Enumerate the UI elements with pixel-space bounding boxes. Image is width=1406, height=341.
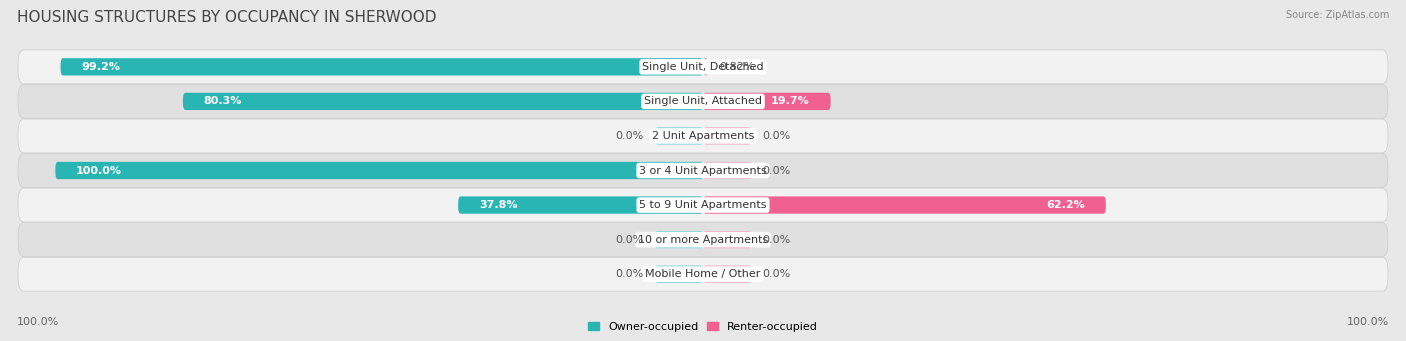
Text: 37.8%: 37.8%	[479, 200, 517, 210]
FancyBboxPatch shape	[18, 257, 1388, 291]
Text: 2 Unit Apartments: 2 Unit Apartments	[652, 131, 754, 141]
Text: 0.0%: 0.0%	[762, 165, 790, 176]
FancyBboxPatch shape	[703, 162, 751, 179]
FancyBboxPatch shape	[18, 153, 1388, 188]
FancyBboxPatch shape	[18, 50, 1388, 84]
Text: 0.0%: 0.0%	[762, 131, 790, 141]
FancyBboxPatch shape	[703, 231, 751, 248]
Text: 0.82%: 0.82%	[720, 62, 755, 72]
Text: Single Unit, Detached: Single Unit, Detached	[643, 62, 763, 72]
Text: 3 or 4 Unit Apartments: 3 or 4 Unit Apartments	[640, 165, 766, 176]
Text: 0.0%: 0.0%	[616, 235, 644, 244]
FancyBboxPatch shape	[703, 127, 751, 145]
FancyBboxPatch shape	[703, 93, 831, 110]
Text: 19.7%: 19.7%	[770, 97, 810, 106]
FancyBboxPatch shape	[18, 223, 1388, 256]
Text: 100.0%: 100.0%	[17, 317, 59, 327]
FancyBboxPatch shape	[655, 266, 703, 283]
FancyBboxPatch shape	[60, 58, 703, 75]
Text: Source: ZipAtlas.com: Source: ZipAtlas.com	[1285, 10, 1389, 20]
Legend: Owner-occupied, Renter-occupied: Owner-occupied, Renter-occupied	[588, 322, 818, 332]
FancyBboxPatch shape	[655, 231, 703, 248]
FancyBboxPatch shape	[18, 119, 1388, 153]
Text: 0.0%: 0.0%	[616, 269, 644, 279]
FancyBboxPatch shape	[703, 196, 1105, 214]
Text: HOUSING STRUCTURES BY OCCUPANCY IN SHERWOOD: HOUSING STRUCTURES BY OCCUPANCY IN SHERW…	[17, 10, 436, 25]
FancyBboxPatch shape	[458, 196, 703, 214]
Text: 0.0%: 0.0%	[616, 131, 644, 141]
FancyBboxPatch shape	[55, 162, 703, 179]
FancyBboxPatch shape	[18, 85, 1388, 118]
Text: 100.0%: 100.0%	[76, 165, 122, 176]
FancyBboxPatch shape	[18, 188, 1388, 222]
FancyBboxPatch shape	[703, 266, 751, 283]
Text: 10 or more Apartments: 10 or more Apartments	[638, 235, 768, 244]
Text: Single Unit, Attached: Single Unit, Attached	[644, 97, 762, 106]
FancyBboxPatch shape	[703, 58, 709, 75]
Text: 62.2%: 62.2%	[1046, 200, 1085, 210]
Text: 0.0%: 0.0%	[762, 269, 790, 279]
Text: Mobile Home / Other: Mobile Home / Other	[645, 269, 761, 279]
Text: 5 to 9 Unit Apartments: 5 to 9 Unit Apartments	[640, 200, 766, 210]
Text: 0.0%: 0.0%	[762, 235, 790, 244]
FancyBboxPatch shape	[655, 127, 703, 145]
Text: 80.3%: 80.3%	[204, 97, 242, 106]
FancyBboxPatch shape	[183, 93, 703, 110]
Text: 100.0%: 100.0%	[1347, 317, 1389, 327]
Text: 99.2%: 99.2%	[82, 62, 120, 72]
